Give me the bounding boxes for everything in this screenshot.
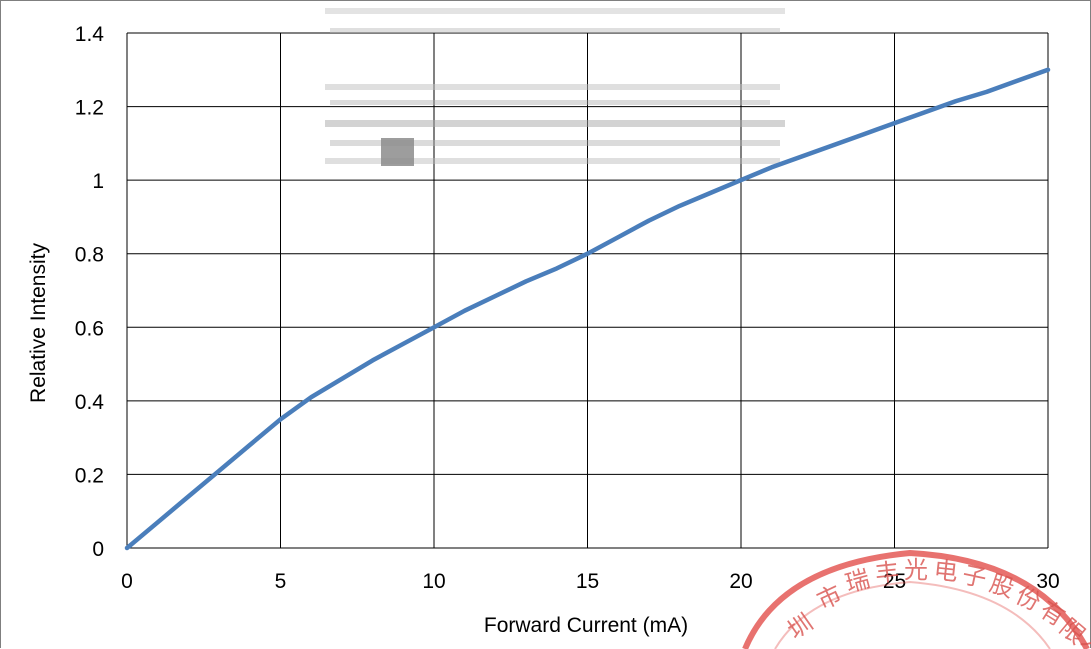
x-tick-label: 15 — [576, 570, 599, 593]
svg-text:圳: 圳 — [782, 608, 818, 645]
svg-text:市: 市 — [813, 580, 847, 616]
company-seal-stamp: 圳 市 瑞 丰 光 电 子 股 份 有 限 公 — [742, 549, 1091, 649]
y-tick-label: 0.4 — [75, 391, 105, 414]
faded-header-artifact — [325, 8, 785, 166]
series-layer — [124, 67, 1051, 551]
svg-text:股: 股 — [986, 569, 1017, 603]
grid — [126, 32, 1049, 549]
y-tick-label: 1.4 — [75, 23, 105, 46]
y-tick-label: 0.2 — [75, 464, 104, 487]
y-tick-label: 0.8 — [75, 244, 104, 267]
x-tick-label: 30 — [1036, 570, 1059, 593]
x-tick-label: 20 — [729, 570, 752, 593]
x-tick-label: 10 — [422, 570, 445, 593]
x-tick-label: 0 — [121, 570, 133, 593]
svg-text:丰: 丰 — [874, 558, 901, 588]
x-axis-label: Forward Current (mA) — [484, 614, 688, 637]
x-tick-label: 5 — [275, 570, 287, 593]
svg-text:瑞: 瑞 — [842, 565, 872, 598]
y-tick-label: 0 — [92, 538, 104, 561]
x-tick-labels: 0 5 10 15 20 25 30 — [121, 570, 1060, 593]
y-tick-label: 1 — [92, 170, 104, 193]
y-axis-label: Relative Intensity — [27, 243, 50, 403]
svg-text:子: 子 — [960, 560, 989, 592]
series-line — [124, 67, 1051, 551]
y-tick-labels: 0 0.2 0.4 0.6 0.8 1 1.2 1.4 — [75, 23, 105, 561]
y-tick-label: 1.2 — [75, 97, 104, 120]
svg-text:电: 电 — [932, 556, 959, 586]
y-tick-label: 0.6 — [75, 317, 104, 340]
x-tick-label: 25 — [883, 570, 906, 593]
svg-text:光: 光 — [904, 556, 928, 584]
